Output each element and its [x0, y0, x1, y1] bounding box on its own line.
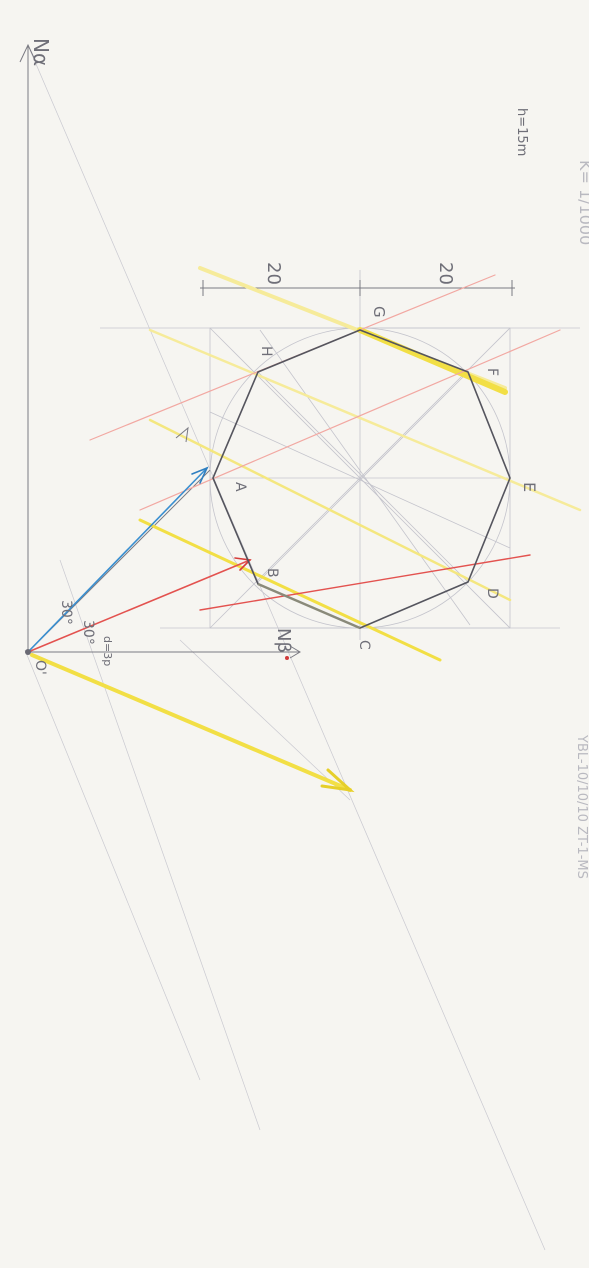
- vertex-label-h: H: [258, 346, 274, 357]
- blue-arrow-head: [191, 466, 209, 484]
- east-arrow-head: [289, 645, 301, 659]
- blue-ray: [27, 466, 209, 653]
- construction-line: [257, 371, 469, 583]
- construction-line: [259, 329, 471, 626]
- origin-point: [25, 649, 31, 655]
- dimension-label-left: 20: [263, 262, 284, 285]
- blue-direction-line: [27, 467, 208, 653]
- dimension-label-right: 20: [435, 262, 456, 285]
- vertex-label-c: C: [356, 640, 372, 650]
- faint-line: [59, 559, 261, 1131]
- projection-line: [29, 49, 546, 1251]
- north-label-right: Nβ: [273, 628, 294, 653]
- reference-arrows: [19, 43, 301, 659]
- north-label-left: Nα: [29, 38, 53, 66]
- red-dot-marker: [285, 656, 289, 660]
- shadow-edge-bc: [257, 582, 361, 630]
- angle-label-lower: 30°: [80, 620, 96, 645]
- height-label: h=15m: [514, 108, 529, 156]
- text-labels: Nα Nβ h=15m K= 1/1000 20 20 30° 30° d=3p…: [29, 38, 589, 879]
- vertex-label-b: B: [264, 568, 280, 578]
- angle-label-small: d=3p: [101, 636, 114, 666]
- north-arrow-head: [19, 43, 37, 63]
- vertex-label-f: F: [484, 368, 500, 376]
- vertex-label-e: E: [520, 482, 539, 492]
- yellow-shadow-lines: [30, 266, 582, 793]
- faint-note: YBL-10/10/10 ZT-1-MS: [574, 734, 589, 879]
- red-ray: [27, 559, 251, 653]
- yellow-shadow-edge: [357, 327, 508, 395]
- red-light-line: [139, 329, 561, 511]
- vertex-label-d: D: [484, 588, 500, 599]
- origin-label: O': [32, 660, 48, 675]
- yellow-band: [148, 418, 512, 602]
- angle-label-upper: 30°: [58, 600, 74, 625]
- yellow-band: [138, 518, 442, 662]
- faint-line: [24, 649, 201, 1081]
- sun-direction-arrow: [30, 653, 352, 792]
- faint-line: [179, 639, 351, 801]
- arrow-tick: [175, 426, 189, 443]
- sun-arrow-head: [320, 768, 355, 793]
- red-arrow-head: [234, 557, 252, 571]
- vertex-label-a: A: [232, 482, 248, 492]
- diagonal-2: [209, 327, 511, 629]
- scale-label: K= 1/1000: [576, 160, 589, 245]
- long-construction-lines: [24, 49, 546, 1251]
- construction-line: [209, 411, 511, 549]
- vertex-label-g: G: [370, 306, 388, 318]
